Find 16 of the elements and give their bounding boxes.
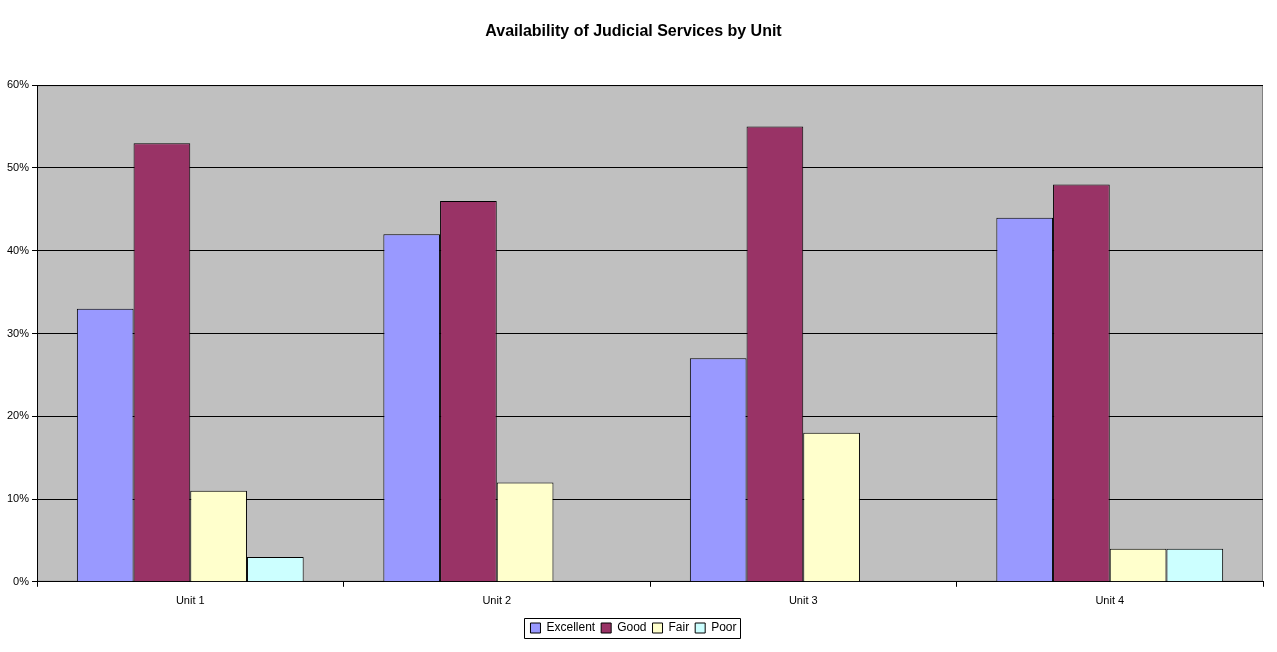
x-tick-label: Unit 3 — [788, 594, 818, 607]
legend-label: Excellent — [546, 620, 596, 635]
y-tick-label: 10% — [6, 492, 30, 505]
legend-label: Poor — [711, 620, 737, 635]
x-tick-label: Unit 4 — [1095, 594, 1125, 607]
x-tick-label: Unit 2 — [482, 594, 512, 607]
legend-label: Good — [617, 620, 647, 635]
y-tick-label: 60% — [6, 78, 30, 91]
chart-title: Availability of Judicial Services by Unit — [485, 22, 783, 40]
x-tick-label: Unit 1 — [175, 594, 205, 607]
y-tick-label: 30% — [6, 326, 30, 339]
y-tick-label: 0% — [13, 574, 30, 587]
legend-label: Fair — [668, 620, 690, 635]
y-tick-label: 40% — [6, 243, 30, 256]
y-tick-label: 20% — [6, 409, 30, 422]
y-tick-label: 50% — [6, 161, 30, 173]
